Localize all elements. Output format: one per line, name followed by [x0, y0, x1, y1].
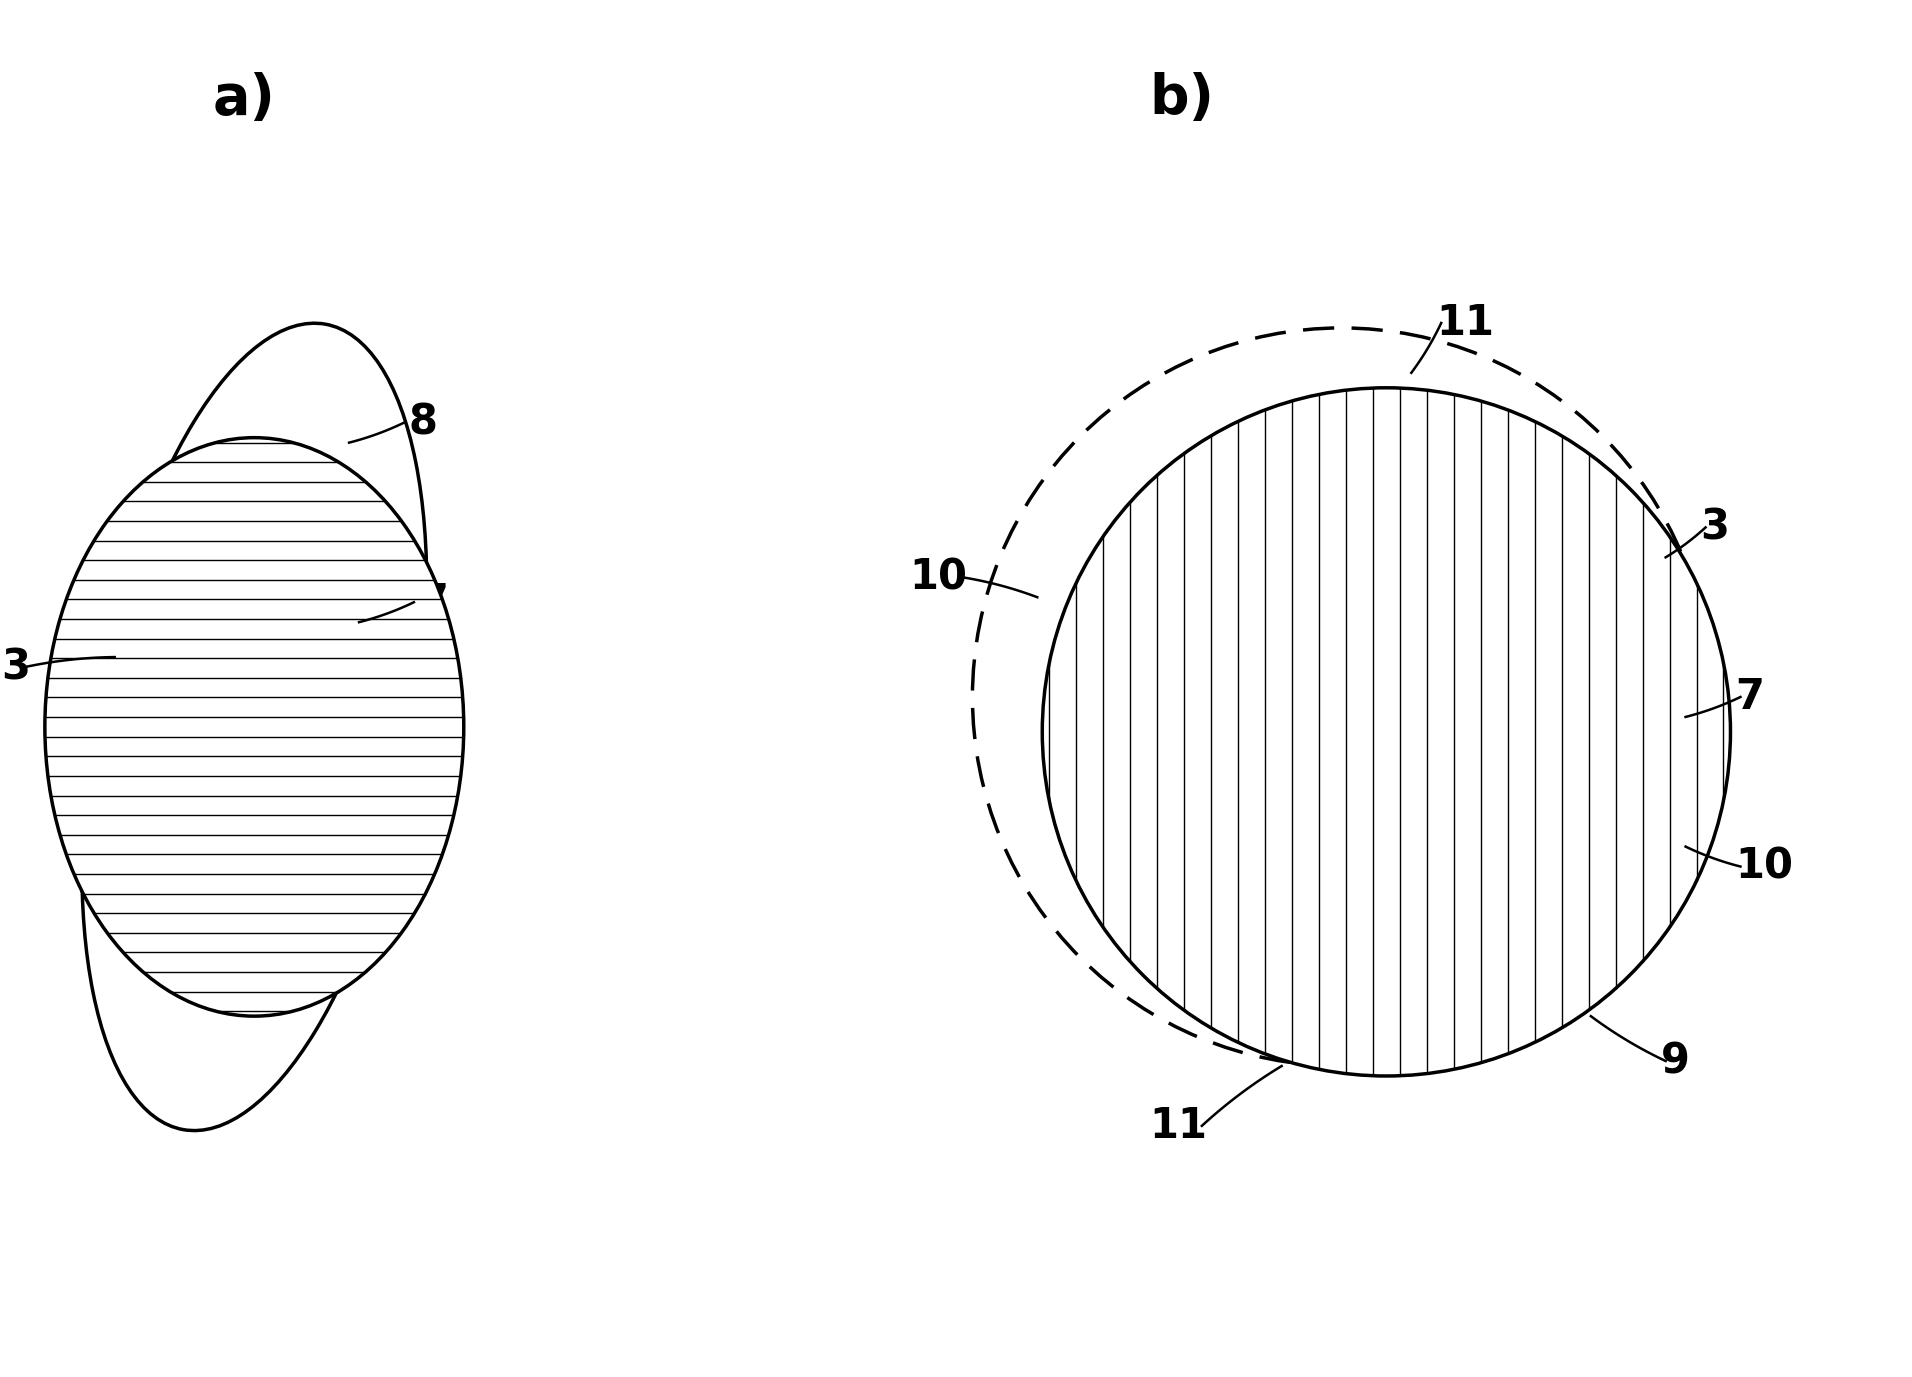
Text: 7: 7 [419, 581, 447, 624]
Text: 9: 9 [1662, 1040, 1690, 1082]
Text: 11: 11 [1149, 1104, 1206, 1147]
Text: 7: 7 [1736, 676, 1765, 717]
Ellipse shape [44, 438, 465, 1016]
Text: 8: 8 [409, 402, 438, 443]
Text: 10: 10 [1736, 845, 1793, 888]
Text: 3: 3 [0, 646, 31, 688]
Text: 10: 10 [910, 556, 967, 598]
Ellipse shape [1042, 388, 1730, 1075]
Text: 11: 11 [1436, 302, 1495, 344]
Text: b): b) [1149, 72, 1214, 125]
Text: a): a) [212, 72, 275, 125]
Text: 3: 3 [1700, 507, 1730, 548]
